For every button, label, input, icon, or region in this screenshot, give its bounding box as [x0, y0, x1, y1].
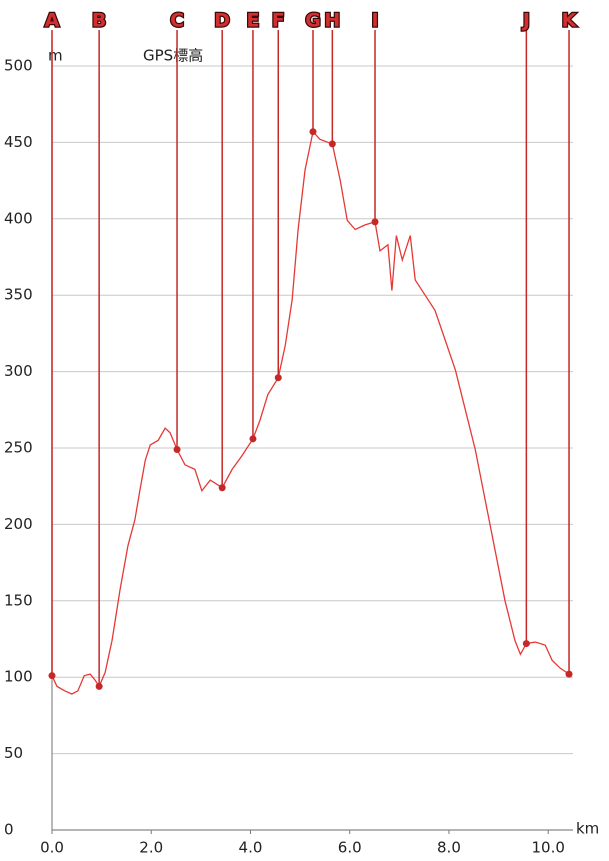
waypoint-label: J	[521, 10, 530, 32]
waypoint-dot	[218, 484, 226, 492]
waypoint-label: F	[272, 10, 285, 32]
waypoint-label: A	[45, 10, 60, 32]
y-tick-label: 150	[4, 591, 33, 609]
waypoint-dot	[522, 640, 530, 648]
y-tick-label: 100	[4, 668, 33, 686]
waypoint-label: H	[324, 10, 340, 32]
y-tick-label: 300	[4, 362, 33, 380]
x-tick-label: 0.0	[40, 839, 64, 857]
waypoint-dot	[48, 672, 56, 680]
waypoint-dot	[309, 128, 317, 136]
waypoint-dot	[95, 682, 103, 690]
waypoint-label: G	[305, 10, 321, 32]
y-tick-label: 0	[4, 821, 14, 839]
y-unit: m	[48, 47, 63, 65]
y-tick-label: 450	[4, 133, 33, 151]
waypoint-label: C	[170, 10, 184, 32]
waypoint-dot	[565, 670, 573, 678]
series-label: GPS標高	[143, 47, 203, 65]
waypoint-dot	[173, 446, 181, 454]
waypoint-dot	[371, 218, 379, 226]
waypoint-dot	[328, 140, 336, 148]
x-tick-label: 4.0	[239, 839, 263, 857]
y-tick-label: 50	[4, 744, 23, 762]
waypoint-label: E	[246, 10, 259, 32]
x-tick-label: 10.0	[531, 839, 564, 857]
waypoint-label: K	[562, 10, 578, 32]
waypoint-dot	[274, 374, 282, 382]
y-tick-label: 500	[4, 57, 33, 75]
elevation-line	[51, 130, 570, 695]
y-tick-label: 200	[4, 515, 33, 533]
x-tick-label: 2.0	[139, 839, 163, 857]
y-tick-label: 400	[4, 209, 33, 227]
waypoint-label: B	[92, 10, 106, 32]
waypoint-label: I	[371, 10, 378, 32]
x-unit: km	[576, 820, 599, 838]
y-tick-label: 350	[4, 286, 33, 304]
x-tick-label: 8.0	[437, 839, 461, 857]
y-tick-label: 250	[4, 439, 33, 457]
waypoint-dot	[249, 435, 257, 443]
x-tick-label: 6.0	[338, 839, 362, 857]
waypoint-label: D	[214, 10, 230, 32]
